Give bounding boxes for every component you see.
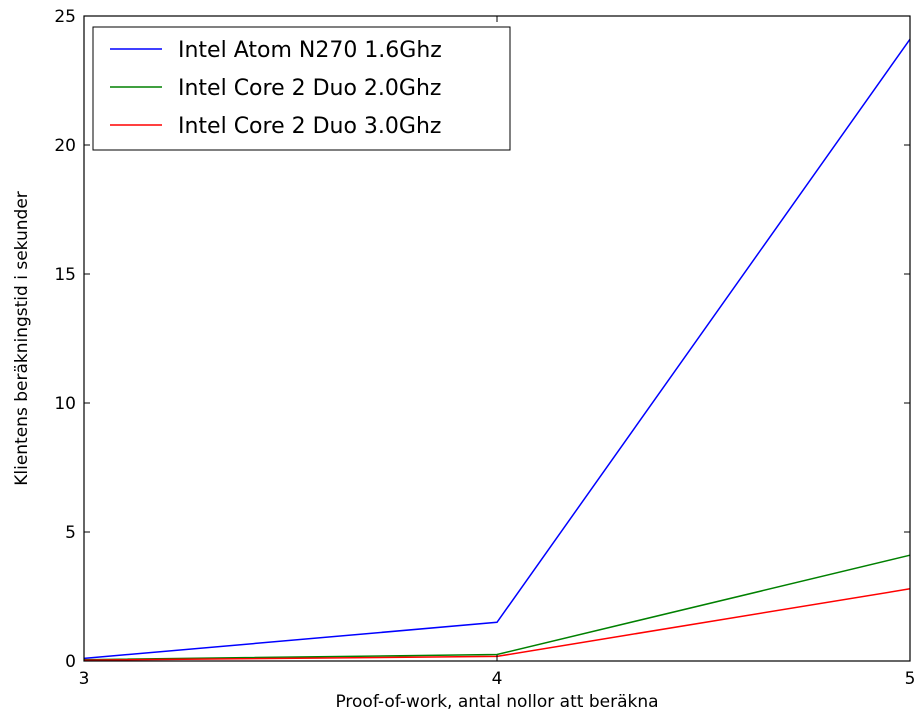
y-tick-label: 25 — [54, 7, 76, 27]
x-tick-label: 5 — [905, 669, 916, 689]
x-axis-label: Proof-of-work, antal nollor att beräkna — [335, 692, 658, 712]
series-line-2 — [83, 554, 911, 661]
legend: Intel Atom N270 1.6Ghz Intel Core 2 Duo 2… — [92, 26, 511, 151]
y-tick-label: 15 — [54, 265, 76, 285]
legend-label-3: Intel Core 2 Duo 3.0Ghz — [178, 114, 441, 139]
series-line-3 — [83, 588, 911, 661]
x-tick-label: 4 — [492, 669, 503, 689]
legend-label-2: Intel Core 2 Duo 2.0Ghz — [178, 76, 441, 101]
legend-entries: Intel Atom N270 1.6Ghz Intel Core 2 Duo 2… — [110, 38, 442, 139]
y-tick-label: 5 — [65, 523, 76, 543]
legend-box — [92, 26, 511, 151]
y-axis-label: Klientens beräkningstid i sekunder — [12, 191, 32, 486]
y-tick-label: 0 — [65, 652, 76, 672]
legend-label-1: Intel Atom N270 1.6Ghz — [178, 38, 442, 63]
series-line-1 — [83, 38, 911, 660]
y-tick-label: 10 — [54, 394, 76, 414]
ticks-layer: 3 4 5 0 5 10 15 20 25 — [54, 7, 915, 689]
x-tick-label: 3 — [79, 669, 90, 689]
y-tick-label: 20 — [54, 136, 76, 156]
